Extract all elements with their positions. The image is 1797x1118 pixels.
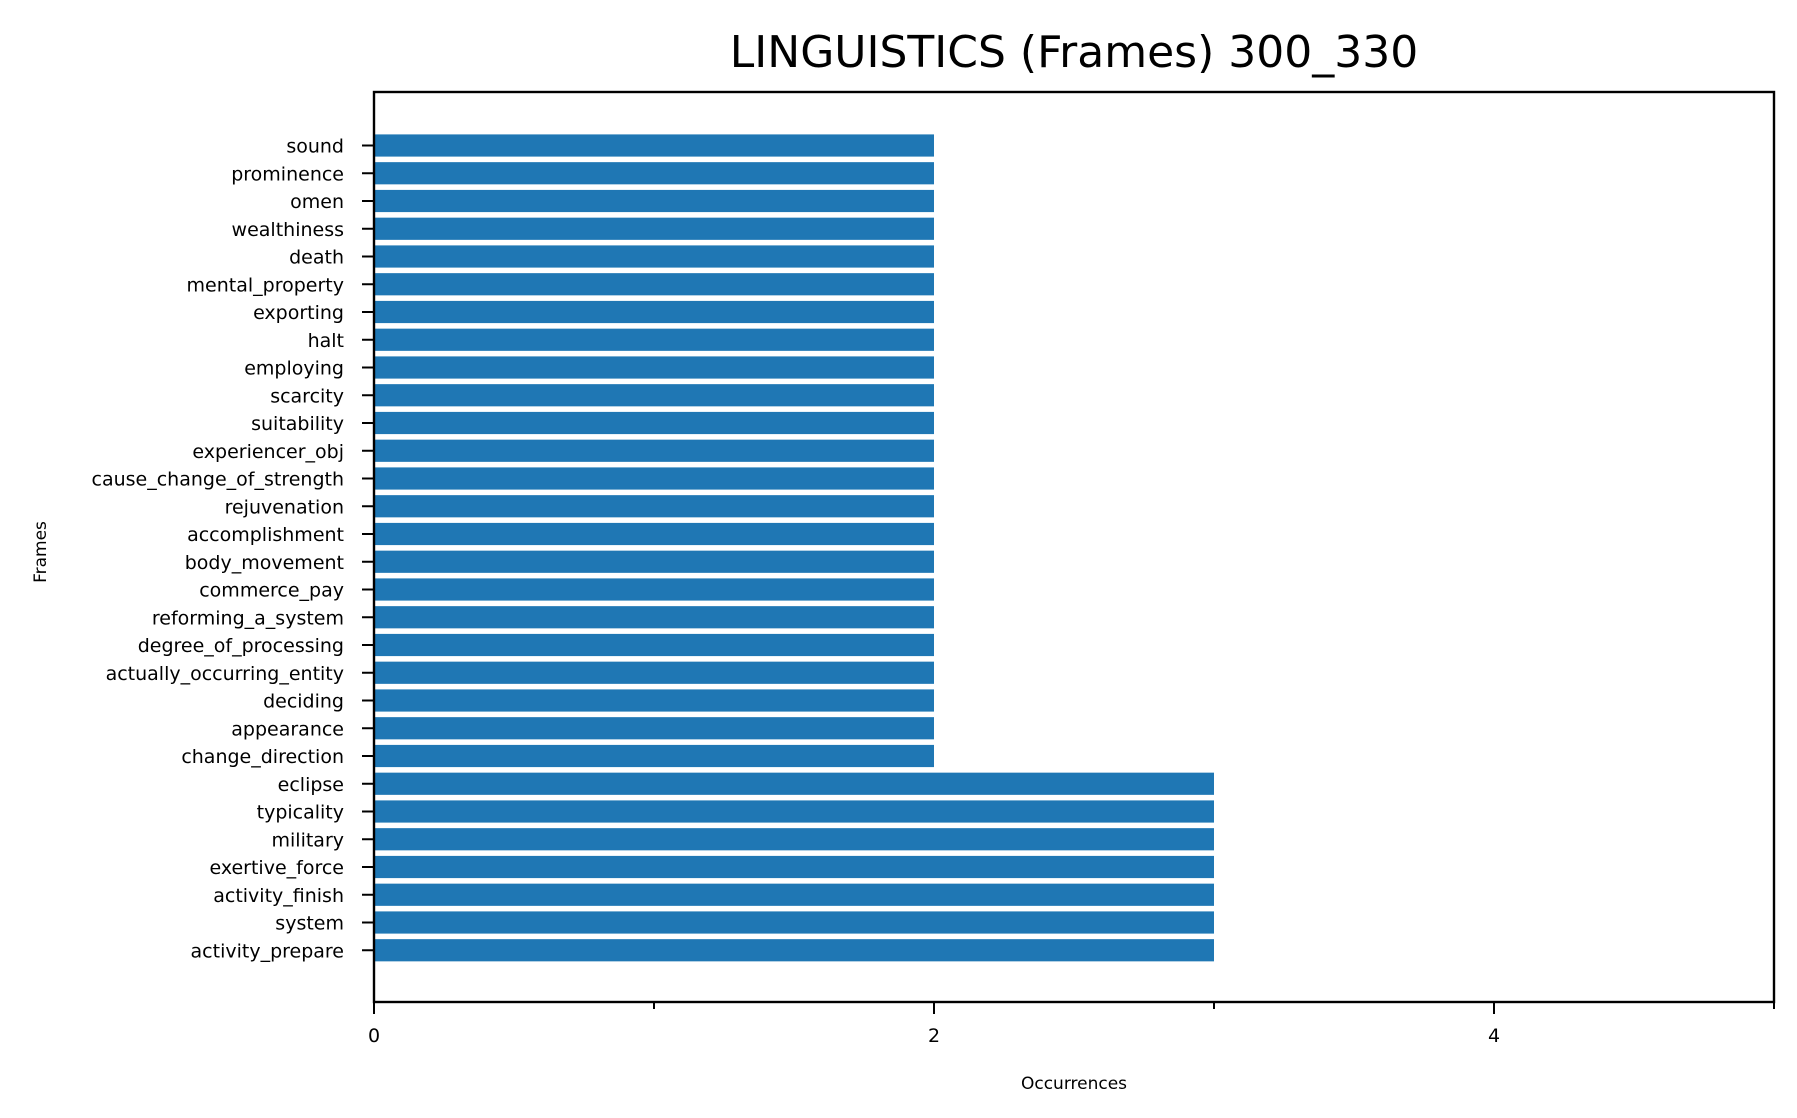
y-tick-label-system: system xyxy=(275,913,344,935)
bar-exertive-force xyxy=(374,855,1214,879)
y-tick-label-experiencer-obj: experiencer_obj xyxy=(192,441,344,463)
bar-typicality xyxy=(374,800,1214,823)
x-axis-ticks: 0 2 4 xyxy=(368,1002,1775,1047)
x-tick-label: 4 xyxy=(1488,1025,1500,1047)
y-tick-label-typicality: typicality xyxy=(257,802,344,824)
bar-wealthiness xyxy=(374,217,934,240)
y-tick-label-eclipse: eclipse xyxy=(278,774,344,796)
bar-activity-finish xyxy=(374,883,1214,906)
y-tick-label-military: military xyxy=(272,829,345,851)
bar-omen xyxy=(374,189,934,213)
x-tick-label: 0 xyxy=(368,1025,380,1047)
bar-activity-prepare xyxy=(374,939,1214,962)
bar-accomplishment xyxy=(374,522,934,546)
bar-military xyxy=(374,828,1214,851)
bar-cause-change-of-strength xyxy=(374,467,934,490)
bar-system xyxy=(374,911,1214,934)
bar-death xyxy=(374,245,934,268)
bar-suitability xyxy=(374,411,934,435)
bar-scarcity xyxy=(374,384,934,407)
y-tick-label-exertive-force: exertive_force xyxy=(209,857,344,879)
y-tick-label-death: death xyxy=(289,247,344,269)
y-tick-label-activity-finish: activity_finish xyxy=(213,885,344,907)
bar-employing xyxy=(374,356,934,379)
y-axis-ticks: sound prominence omen wealthiness death menta… xyxy=(92,136,374,962)
y-tick-label-scarcity: scarcity xyxy=(270,385,344,407)
y-tick-label-mental-property: mental_property xyxy=(187,274,344,296)
bars-group xyxy=(374,134,1214,962)
y-tick-label-suitability: suitability xyxy=(251,413,344,435)
y-tick-label-appearance: appearance xyxy=(231,718,344,740)
y-tick-label-body-movement: body_movement xyxy=(185,552,344,574)
bar-mental-property xyxy=(374,273,934,296)
y-tick-label-exporting: exporting xyxy=(253,302,344,324)
bar-deciding xyxy=(374,689,934,712)
bar-change-direction xyxy=(374,744,934,768)
y-tick-label-change-direction: change_direction xyxy=(181,746,344,768)
bar-rejuvenation xyxy=(374,495,934,518)
y-tick-label-degree-of-processing: degree_of_processing xyxy=(138,635,344,657)
chart-title: LINGUISTICS (Frames) 300_330 xyxy=(730,27,1418,78)
bar-actually-occurring-entity xyxy=(374,661,934,684)
plot-frame xyxy=(372,90,1776,1004)
y-tick-label-cause-change-of-strength: cause_change_of_strength xyxy=(92,469,344,491)
bar-degree-of-processing xyxy=(374,633,934,657)
bar-reforming-a-system xyxy=(374,606,934,629)
y-tick-label-reforming-a-system: reforming_a_system xyxy=(152,607,344,629)
bar-appearance xyxy=(374,717,934,740)
y-tick-label-activity-prepare: activity_prepare xyxy=(191,940,344,962)
bar-experiencer-obj xyxy=(374,439,934,462)
y-tick-label-commerce-pay: commerce_pay xyxy=(199,580,344,602)
y-tick-label-prominence: prominence xyxy=(231,163,344,185)
y-tick-label-rejuvenation: rejuvenation xyxy=(225,496,344,518)
y-tick-label-deciding: deciding xyxy=(263,691,344,713)
bar-prominence xyxy=(374,162,934,185)
bar-sound xyxy=(374,134,934,157)
y-tick-label-omen: omen xyxy=(290,191,344,213)
bar-exporting xyxy=(374,300,934,324)
x-tick-label: 2 xyxy=(928,1025,940,1047)
y-tick-label-actually-occurring-entity: actually_occurring_entity xyxy=(106,663,344,685)
y-tick-label-halt: halt xyxy=(308,330,344,352)
y-tick-label-sound: sound xyxy=(286,136,344,158)
bar-body-movement xyxy=(374,550,934,573)
bar-commerce-pay xyxy=(374,578,934,601)
y-tick-label-wealthiness: wealthiness xyxy=(232,219,344,241)
bar-eclipse xyxy=(374,772,1214,795)
bar-halt xyxy=(374,328,934,351)
x-axis-label: Occurrences xyxy=(1021,1074,1127,1094)
y-axis-label: Frames xyxy=(31,521,51,583)
y-tick-label-accomplishment: accomplishment xyxy=(187,524,344,546)
y-tick-label-employing: employing xyxy=(244,358,344,380)
